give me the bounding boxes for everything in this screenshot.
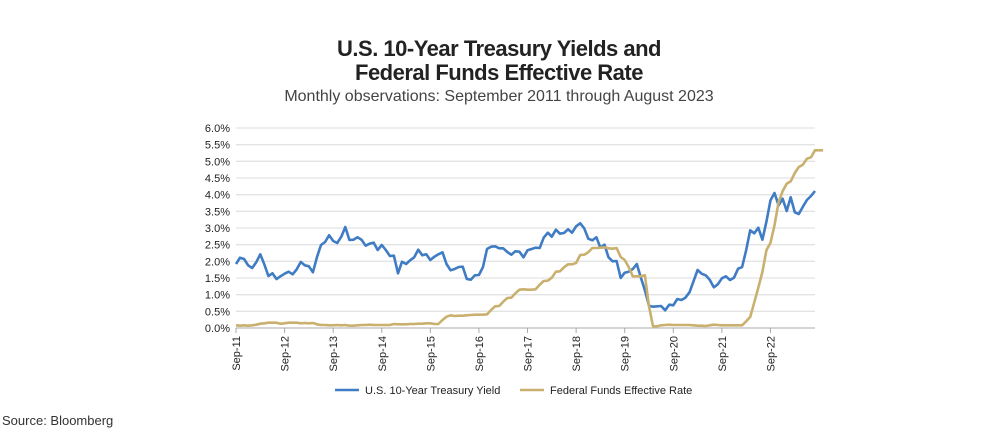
x-tick-label: Sep-20 xyxy=(668,336,680,371)
x-tick-label: Sep-12 xyxy=(280,336,292,371)
title-line-2: Federal Funds Effective Rate xyxy=(355,60,643,85)
y-tick-label: 5.0% xyxy=(205,156,230,168)
series-line-treasury xyxy=(234,190,817,312)
x-tick-label: Sep-17 xyxy=(523,336,535,371)
y-tick-label: 6.0% xyxy=(205,123,230,135)
chart-subtitle: Monthly observations: September 2011 thr… xyxy=(284,88,714,105)
x-tick-label: Sep-16 xyxy=(474,336,486,371)
y-tick-label: 5.5% xyxy=(205,140,230,152)
source-note: Source: Bloomberg xyxy=(2,413,114,428)
x-tick-label: Sep-19 xyxy=(620,336,632,371)
x-tick-label: Sep-11 xyxy=(231,336,243,371)
x-tick-label: Sep-18 xyxy=(571,336,583,371)
y-tick-label: 1.5% xyxy=(205,273,230,285)
x-tick-label: Sep-15 xyxy=(425,336,437,371)
legend-label: U.S. 10-Year Treasury Yield xyxy=(365,385,500,397)
x-tick-label: Sep-22 xyxy=(765,336,777,371)
y-tick-label: 3.0% xyxy=(205,223,230,235)
y-tick-label: 0.0% xyxy=(205,323,230,335)
legend-label: Federal Funds Effective Rate xyxy=(550,385,692,397)
y-tick-label: 3.5% xyxy=(205,206,230,218)
title-line-1: U.S. 10-Year Treasury Yields and xyxy=(337,36,661,61)
chart-title: U.S. 10-Year Treasury Yields and Federal… xyxy=(0,37,998,85)
series-line-fed-funds xyxy=(235,149,824,328)
y-tick-label: 4.5% xyxy=(205,173,230,185)
x-tick-label: Sep-14 xyxy=(377,336,389,371)
y-tick-label: 0.5% xyxy=(205,306,230,318)
y-tick-label: 4.0% xyxy=(205,190,230,202)
y-tick-label: 1.0% xyxy=(205,290,230,302)
y-tick-label: 2.5% xyxy=(205,240,230,252)
x-tick-label: Sep-13 xyxy=(328,336,340,371)
y-tick-label: 2.0% xyxy=(205,256,230,268)
x-tick-label: Sep-21 xyxy=(717,336,729,371)
